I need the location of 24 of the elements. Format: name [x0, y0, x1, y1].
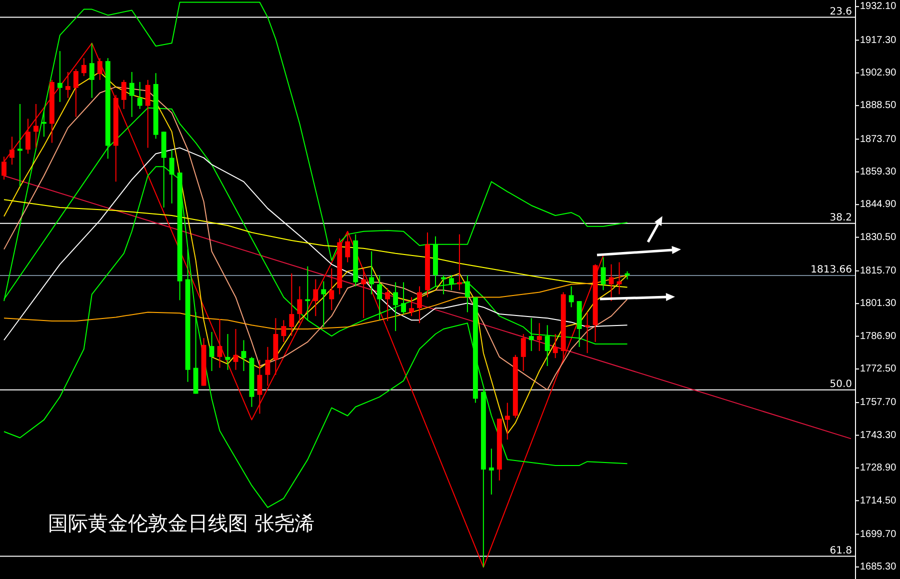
y-tick-label: 1801.30 — [860, 298, 897, 310]
annotation: 38.2 — [830, 212, 852, 224]
y-tick-label: 1859.30 — [860, 166, 897, 178]
y-tick-label: 1902.90 — [860, 68, 897, 79]
y-tick-label: 1830.50 — [860, 232, 897, 243]
title: 国际黄金伦敦金日线图 张尧浠 — [48, 511, 314, 535]
y-tick-label: 1743.30 — [860, 430, 897, 441]
y-tick-label: 1844.90 — [860, 199, 897, 210]
y-tick-label: 1917.30 — [860, 34, 897, 46]
y-tick-label: 1888.50 — [860, 100, 897, 112]
y-tick-label: 1815.70 — [860, 266, 897, 277]
y-tick-label: 1728.90 — [860, 462, 897, 474]
y-tick-label: 1873.70 — [860, 134, 897, 145]
ref-line-label: 1813.66 — [810, 264, 852, 276]
y-tick-label: 1714.50 — [860, 495, 897, 506]
y-tick-label: 1772.50 — [860, 364, 897, 375]
y-tick-label: 1932.10 — [860, 1, 897, 12]
y-tick-label: 1757.70 — [860, 397, 897, 408]
annotation: 50.0 — [830, 378, 852, 390]
y-tick-label: 1685.30 — [860, 562, 897, 573]
y-tick-label: 1699.70 — [860, 528, 897, 540]
annotation: 23.6 — [830, 6, 852, 18]
annotation: 61.8 — [830, 545, 852, 556]
y-tick-label: 1786.90 — [860, 330, 897, 342]
